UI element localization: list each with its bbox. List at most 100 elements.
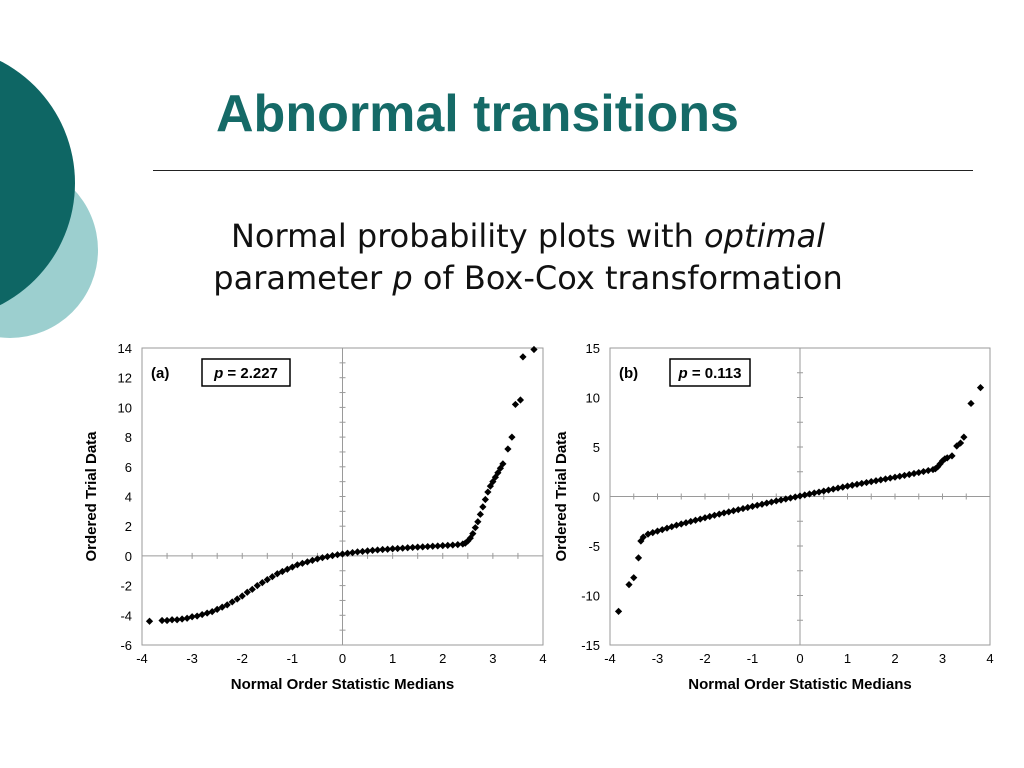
data-point: [614, 607, 623, 615]
data-point: [829, 485, 837, 493]
data-point: [313, 555, 322, 563]
data-point: [519, 353, 527, 361]
x-tick-label: 1: [389, 651, 396, 666]
y-tick-label: 0: [125, 549, 132, 564]
x-tick-label: -3: [652, 651, 664, 666]
title-divider: [153, 170, 973, 171]
data-point: [791, 493, 799, 501]
data-point: [263, 576, 271, 584]
p-value-label: p = 0.113: [678, 365, 742, 382]
data-point: [504, 445, 512, 453]
data-point: [466, 534, 474, 542]
data-point: [288, 563, 296, 571]
x-tick-label: 2: [891, 651, 898, 666]
data-point: [634, 554, 643, 562]
data-point: [886, 474, 894, 482]
panel-label: (a): [151, 365, 169, 382]
data-point: [881, 475, 890, 483]
data-point: [223, 601, 231, 609]
x-tick-label: -2: [699, 651, 711, 666]
slide-title: Abnormal transitions: [216, 85, 739, 143]
p-value-text: = 0.113: [688, 365, 742, 382]
y-tick-label: 14: [118, 341, 132, 356]
y-tick-label: 10: [118, 400, 132, 415]
data-point: [839, 483, 847, 491]
y-tick-label: 4: [125, 490, 132, 505]
subtitle-line2-text: parameter: [213, 259, 393, 297]
data-point: [404, 544, 412, 552]
data-point: [248, 585, 256, 593]
data-point: [744, 503, 752, 512]
data-point: [474, 518, 482, 526]
data-point: [824, 486, 833, 494]
data-point: [853, 480, 861, 488]
p-value-text: = 2.227: [223, 365, 278, 382]
y-tick-label: -5: [588, 539, 600, 554]
data-point: [967, 399, 975, 408]
y-tick-label: 2: [125, 519, 132, 534]
data-point: [530, 345, 538, 354]
data-point: [353, 548, 362, 556]
y-tick-label: 15: [586, 341, 600, 356]
decorative-circles-graphic: [0, 60, 98, 338]
data-point: [767, 498, 776, 506]
y-tick-label: -4: [120, 608, 132, 623]
decorative-circles: [0, 0, 110, 420]
y-tick-label: 12: [118, 371, 132, 386]
data-point: [228, 598, 236, 606]
data-point: [461, 539, 469, 547]
data-point: [208, 607, 216, 616]
y-tick-label: 10: [586, 391, 600, 406]
data-point: [145, 617, 154, 625]
x-tick-label: -1: [287, 651, 299, 666]
p-symbol: p: [213, 365, 223, 382]
p-symbol: p: [678, 365, 688, 382]
normal-probability-plot-b: -4 -3 -2 -1 0 1 2 3 4 -15 -10 -5 0 5 10 15 Normal Order …: [548, 335, 1008, 715]
data-point: [891, 473, 899, 481]
x-tick-label: 2: [439, 651, 446, 666]
data-point: [668, 523, 676, 531]
subtitle-line2-italic: p: [392, 259, 413, 297]
data-point: [976, 384, 985, 392]
data-point: [625, 581, 633, 589]
data-point: [476, 510, 484, 518]
x-tick-label: 4: [986, 651, 993, 666]
data-point: [479, 503, 487, 511]
y-tick-label: -6: [120, 638, 132, 653]
data-point: [915, 468, 923, 477]
dark-teal-circle: [0, 60, 75, 306]
data-point: [158, 616, 166, 625]
panel-label: (b): [619, 365, 638, 382]
data-point: [919, 467, 928, 476]
data-point: [499, 460, 507, 468]
data-point: [924, 466, 932, 475]
y-axis-title: Ordered Trial Data: [553, 431, 570, 562]
x-tick-label: -2: [236, 651, 248, 666]
data-point: [763, 499, 771, 507]
data-point: [233, 595, 241, 603]
data-point: [960, 433, 968, 441]
x-tick-label: 4: [539, 651, 546, 666]
data-point: [213, 605, 221, 613]
x-tick-label: -1: [747, 651, 759, 666]
data-point: [848, 481, 856, 489]
data-point: [469, 530, 477, 538]
data-point: [318, 554, 327, 562]
data-points: [145, 345, 538, 625]
data-point: [399, 544, 407, 552]
x-axis-title: Normal Order Statistic Medians: [231, 676, 454, 693]
data-point: [218, 603, 226, 611]
data-point: [491, 473, 499, 481]
y-tick-label: -10: [581, 589, 600, 604]
subtitle-line2-suffix: of Box-Cox transformation: [412, 259, 843, 297]
data-point: [238, 592, 246, 600]
x-tick-label: 3: [939, 651, 946, 666]
data-point: [268, 573, 276, 581]
data-point: [516, 396, 525, 404]
slide-subtitle: Normal probability plots with optimal pa…: [150, 215, 906, 299]
data-point: [630, 574, 638, 582]
p-value-box: [669, 358, 751, 387]
data-point: [454, 541, 462, 549]
subtitle-line1-italic: optimal: [704, 217, 826, 255]
